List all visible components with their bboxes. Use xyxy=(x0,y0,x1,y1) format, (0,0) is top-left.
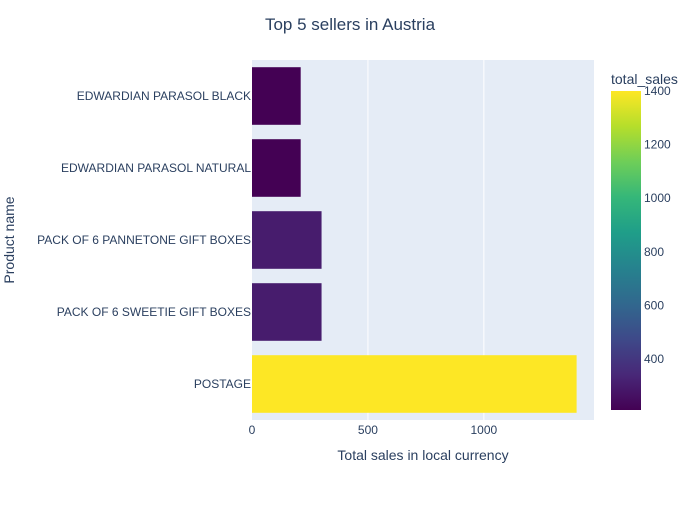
y-tick-label: EDWARDIAN PARASOL NATURAL xyxy=(61,161,251,175)
colorbar-tick-label: 1000 xyxy=(644,191,671,205)
colorbar-ticks: 400 600 800 1000 1200 1400 xyxy=(644,84,671,366)
bar[interactable] xyxy=(252,67,301,125)
chart-title: Top 5 sellers in Austria xyxy=(265,15,436,34)
y-tick-label: PACK OF 6 PANNETONE GIFT BOXES xyxy=(37,233,251,247)
y-tick-label: PACK OF 6 SWEETIE GIFT BOXES xyxy=(57,305,251,319)
y-tick-label: POSTAGE xyxy=(194,377,251,391)
bar[interactable] xyxy=(252,211,322,269)
colorbar-tick-label: 1200 xyxy=(644,138,671,152)
y-axis-title: Product name xyxy=(1,196,17,283)
x-tick-label: 0 xyxy=(249,423,256,437)
bar[interactable] xyxy=(252,139,301,197)
y-tick-labels: EDWARDIAN PARASOL BLACK EDWARDIAN PARASOL… xyxy=(37,89,251,391)
colorbar-tick-label: 600 xyxy=(644,298,664,312)
x-tick-label: 500 xyxy=(358,423,378,437)
bar[interactable] xyxy=(252,355,577,413)
colorbar-tick-label: 400 xyxy=(644,352,664,366)
colorbar xyxy=(611,91,641,410)
x-tick-label: 1000 xyxy=(471,423,498,437)
colorbar-title: total_sales xyxy=(611,71,678,87)
x-tick-labels: 0 500 1000 xyxy=(249,423,498,437)
x-axis-title: Total sales in local currency xyxy=(337,447,508,463)
bars xyxy=(252,67,577,413)
colorbar-tick-label: 800 xyxy=(644,245,664,259)
bar[interactable] xyxy=(252,283,322,341)
y-tick-label: EDWARDIAN PARASOL BLACK xyxy=(77,89,251,103)
colorbar-tick-label: 1400 xyxy=(644,84,671,98)
